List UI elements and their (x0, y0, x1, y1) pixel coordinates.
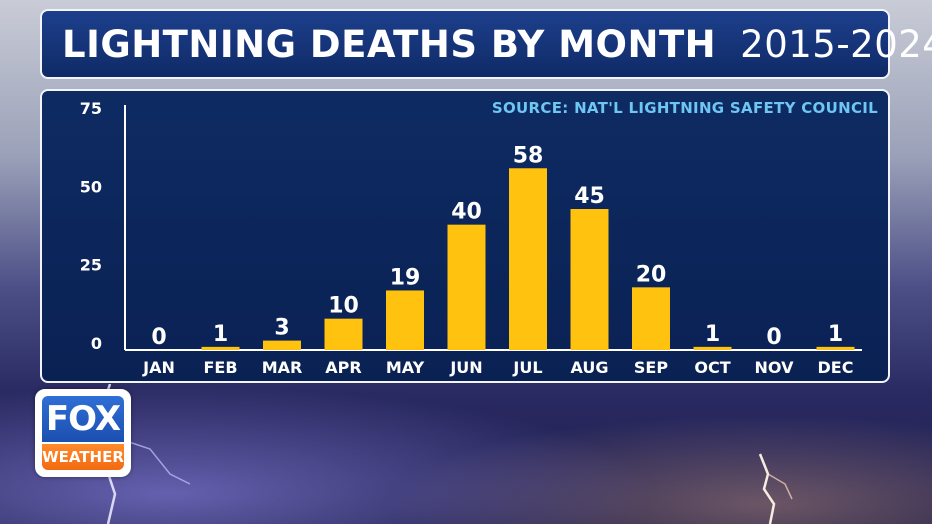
logo-fox-text: FOX (42, 396, 124, 442)
data-label: 1 (828, 322, 843, 347)
x-tick-label: DEC (818, 358, 854, 377)
x-tick-label: APR (325, 358, 361, 377)
data-label: 58 (513, 143, 544, 168)
bar (816, 346, 855, 350)
y-tick-label: 25 (80, 256, 102, 275)
data-label: 45 (574, 184, 605, 209)
x-tick-label: MAR (262, 358, 303, 377)
y-tick-label: 75 (80, 99, 102, 118)
chart-title-bar: LIGHTNING DEATHS BY MONTH 2015-2024 (40, 9, 932, 79)
data-label: 19 (390, 265, 421, 290)
data-label: 0 (766, 325, 781, 350)
bar (447, 224, 486, 350)
data-label: 1 (705, 322, 720, 347)
x-tick-label: JUN (449, 358, 482, 377)
bar (263, 340, 301, 350)
logo-weather-text: WEATHER (42, 444, 124, 470)
x-tick-label: MAY (386, 358, 425, 377)
chart-title: LIGHTNING DEATHS BY MONTH (62, 22, 717, 66)
bar (201, 346, 240, 350)
bar-chart: 02550750JAN1FEB3MAR10APR19MAY40JUN58JUL4… (80, 99, 862, 377)
bar (324, 318, 363, 350)
bar (632, 287, 670, 350)
x-tick-label: AUG (570, 358, 608, 377)
x-tick-label: FEB (203, 358, 237, 377)
bar (509, 168, 547, 350)
x-tick-label: OCT (694, 358, 730, 377)
data-label: 40 (451, 200, 482, 225)
fox-weather-logo: FOX WEATHER (35, 389, 131, 477)
y-tick-label: 50 (80, 177, 102, 196)
bar (693, 346, 732, 350)
x-tick-label: SEP (634, 358, 668, 377)
bar (386, 290, 424, 350)
data-label: 0 (151, 325, 166, 350)
chart-title-years: 2015-2024 (740, 22, 932, 66)
data-label: 10 (328, 294, 359, 319)
chart-panel: SOURCE: NAT'L LIGHTNING SAFETY COUNCIL 0… (40, 89, 890, 383)
lightning-bolt-right-icon (758, 453, 793, 524)
data-label: 20 (636, 262, 667, 287)
source-credit: SOURCE: NAT'L LIGHTNING SAFETY COUNCIL (491, 99, 878, 117)
x-tick-label: JUL (512, 358, 542, 377)
bar (570, 209, 609, 350)
y-tick-label: 0 (91, 334, 102, 353)
data-label: 1 (213, 322, 228, 347)
data-label: 3 (274, 316, 289, 341)
x-tick-label: JAN (142, 358, 175, 377)
x-tick-label: NOV (755, 358, 795, 377)
